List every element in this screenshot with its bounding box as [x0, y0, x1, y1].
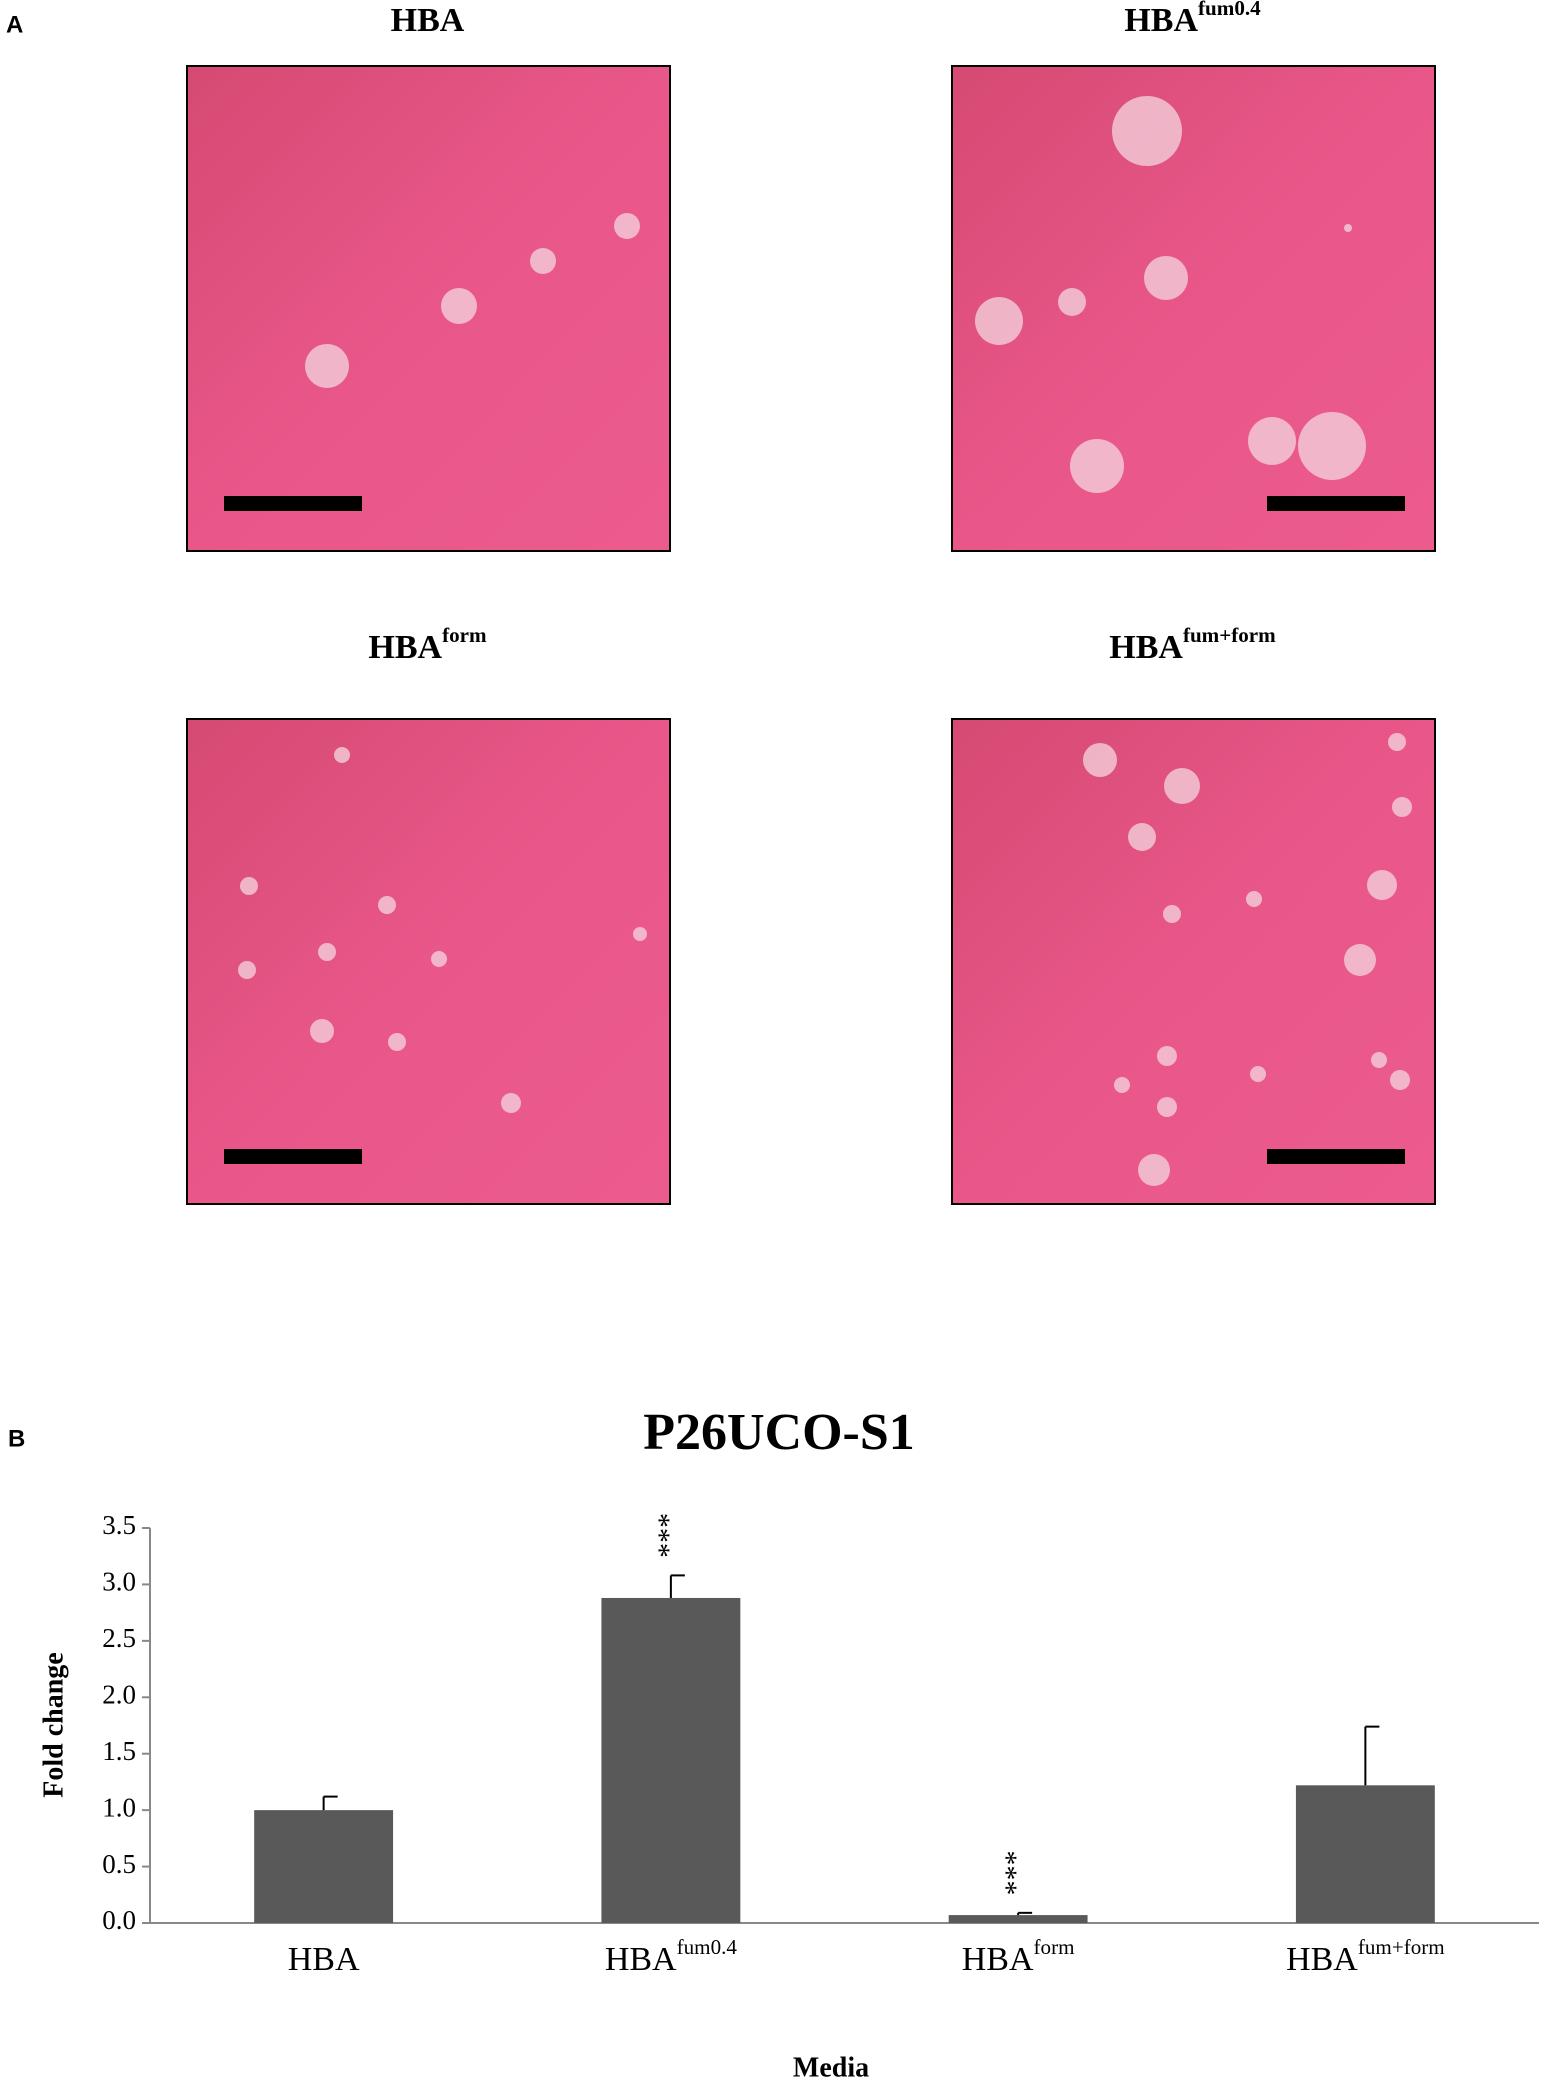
y-tick-label: 1.0: [102, 1792, 136, 1822]
photo-title: HBAform: [368, 623, 487, 666]
colony: [1164, 768, 1200, 804]
colony: [1157, 1046, 1177, 1066]
colony: [1070, 439, 1124, 493]
colony: [1144, 256, 1188, 300]
colony: [318, 943, 336, 961]
y-tick-label: 0.5: [102, 1849, 136, 1879]
significance: ***: [652, 1513, 685, 1558]
bar: [948, 1915, 1088, 1923]
colony: [975, 297, 1023, 345]
colony: [530, 248, 556, 274]
y-tick-label: 3.5: [102, 1510, 136, 1540]
colony: [1083, 743, 1117, 777]
colony: [1246, 891, 1262, 907]
photo: [951, 65, 1436, 552]
panel-label: A: [6, 11, 23, 38]
x-tick-label-base: HBA: [1286, 1941, 1358, 1978]
photo: [186, 65, 671, 552]
scale-bar: [224, 1149, 362, 1164]
colony: [1112, 96, 1182, 166]
y-tick-label: 2.5: [102, 1623, 136, 1653]
photo-title-sup: form: [442, 623, 487, 647]
colony: [334, 747, 350, 763]
colony: [1371, 1052, 1387, 1068]
y-tick-label: 2.0: [102, 1679, 136, 1709]
photo-title-sup: fum0.4: [1198, 0, 1261, 20]
colony: [378, 896, 396, 914]
chart-title: P26UCO-S1: [643, 1404, 915, 1461]
significance: ***: [999, 1850, 1032, 1895]
colony: [501, 1093, 521, 1113]
scale-bar: [224, 496, 362, 511]
colony: [1157, 1097, 1177, 1117]
photo-title: HBAfum+form: [1109, 623, 1276, 666]
y-tick-label: 3.0: [102, 1567, 136, 1597]
colony: [388, 1033, 406, 1051]
scale-bar: [1267, 1149, 1405, 1164]
scale-bar: [1267, 496, 1405, 511]
y-tick-label: 1.5: [102, 1736, 136, 1766]
colony: [614, 213, 640, 239]
colony: [1298, 412, 1366, 480]
photo-title: HBA: [391, 2, 465, 39]
photo-title: HBAfum0.4: [1124, 0, 1261, 39]
y-axis-label: Fold change: [38, 1652, 69, 1797]
colony: [238, 961, 256, 979]
x-tick-label: HBAfum+form: [1286, 1935, 1445, 1978]
x-tick-label-base: HBA: [962, 1941, 1034, 1978]
colony: [310, 1019, 334, 1043]
x-tick-label-sup: form: [1034, 1935, 1076, 1959]
x-tick-label-base: HBA: [288, 1941, 360, 1978]
colony: [1128, 823, 1156, 851]
x-axis-label: Media: [793, 2052, 869, 2083]
y-tick-label: 0.0: [102, 1905, 136, 1935]
photo-panel: [186, 65, 1436, 1205]
colony: [1163, 905, 1181, 923]
bar: [601, 1597, 741, 1923]
bar: [254, 1810, 394, 1923]
colony: [240, 877, 258, 895]
colony: [1388, 733, 1406, 751]
bar: [1295, 1785, 1435, 1923]
colony: [1367, 870, 1397, 900]
panel-label: B: [8, 1425, 25, 1452]
colony: [1248, 417, 1296, 465]
colony: [1392, 797, 1412, 817]
colony: [1390, 1070, 1410, 1090]
colony: [431, 951, 447, 967]
colony: [305, 344, 349, 388]
colony: [633, 927, 647, 941]
photo-title-base: HBA: [391, 2, 465, 39]
x-tick-label: HBA: [288, 1941, 360, 1978]
x-tick-label-sup: fum0.4: [677, 1935, 738, 1959]
photo-title-sup: fum+form: [1183, 623, 1276, 647]
x-tick-label: HBAfum0.4: [605, 1935, 738, 1978]
photo-title-base: HBA: [368, 629, 442, 666]
colony: [441, 288, 477, 324]
x-tick-label-sup: fum+form: [1358, 1935, 1445, 1959]
colony: [1114, 1077, 1130, 1093]
x-tick-label: HBAform: [962, 1935, 1075, 1978]
colony: [1250, 1066, 1266, 1082]
x-tick-label-base: HBA: [605, 1941, 677, 1978]
photo-title-base: HBA: [1109, 629, 1183, 666]
photo-title-base: HBA: [1124, 2, 1198, 39]
colony: [1058, 288, 1086, 316]
colony: [1344, 224, 1352, 232]
photo: [186, 718, 671, 1205]
colony: [1344, 944, 1376, 976]
colony: [1138, 1154, 1170, 1186]
